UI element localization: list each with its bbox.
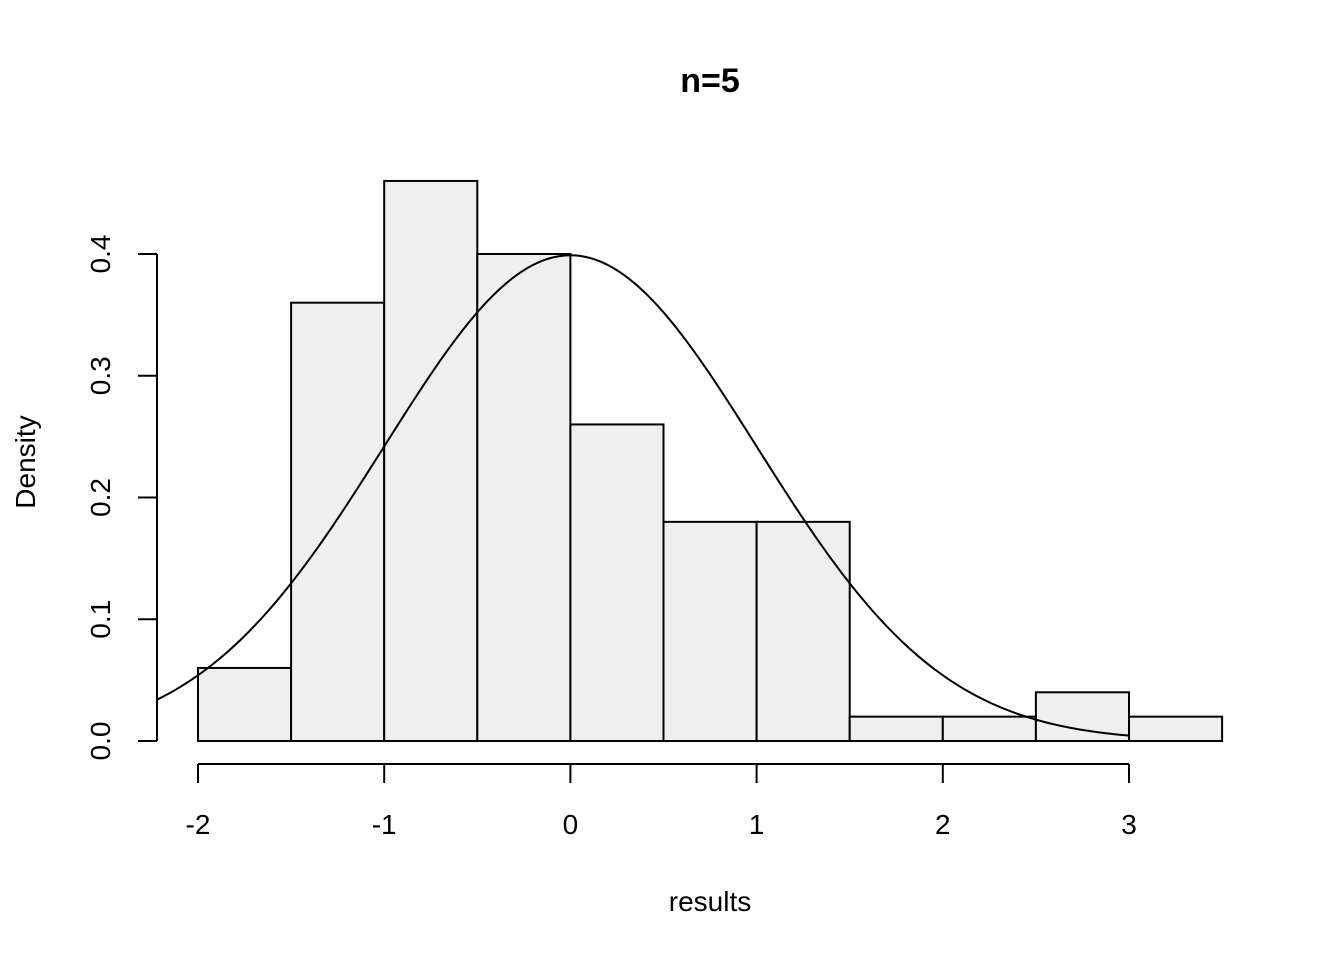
x-tick-label: 0 [563,809,579,840]
y-axis-label: Density [10,415,41,508]
y-tick-label: 0.2 [85,478,116,517]
histogram-bar [1128,715,1224,743]
y-tick-label: 0.3 [85,356,116,395]
histogram-bar [755,520,851,742]
histogram-bar [662,520,758,742]
x-tick-label: -2 [186,809,211,840]
x-tick-label: 3 [1121,809,1137,840]
histogram-bars [197,179,1224,743]
y-tick-label: 0.1 [85,600,116,639]
y-tick-label: 0.0 [85,722,116,761]
y-tick-label: 0.4 [85,235,116,274]
x-tick-label: 1 [749,809,765,840]
histogram-bar [476,253,572,742]
normal-density-curve [156,254,1130,737]
y-axis: 0.0 0.1 0.2 0.3 0.4 [85,235,158,761]
chart-title: n=5 [680,62,740,100]
histogram-bar [383,179,479,742]
x-tick-label: -1 [372,809,397,840]
histogram-bar [941,715,1037,743]
histogram-bar [569,423,665,742]
x-axis: -2 -1 0 1 2 3 [186,763,1137,840]
x-axis-label: results [669,886,751,917]
histogram-bar [197,666,293,743]
histogram-bar [1034,691,1131,742]
histogram-bar [848,715,944,743]
histogram-bar [290,301,386,742]
x-tick-label: 2 [935,809,951,840]
